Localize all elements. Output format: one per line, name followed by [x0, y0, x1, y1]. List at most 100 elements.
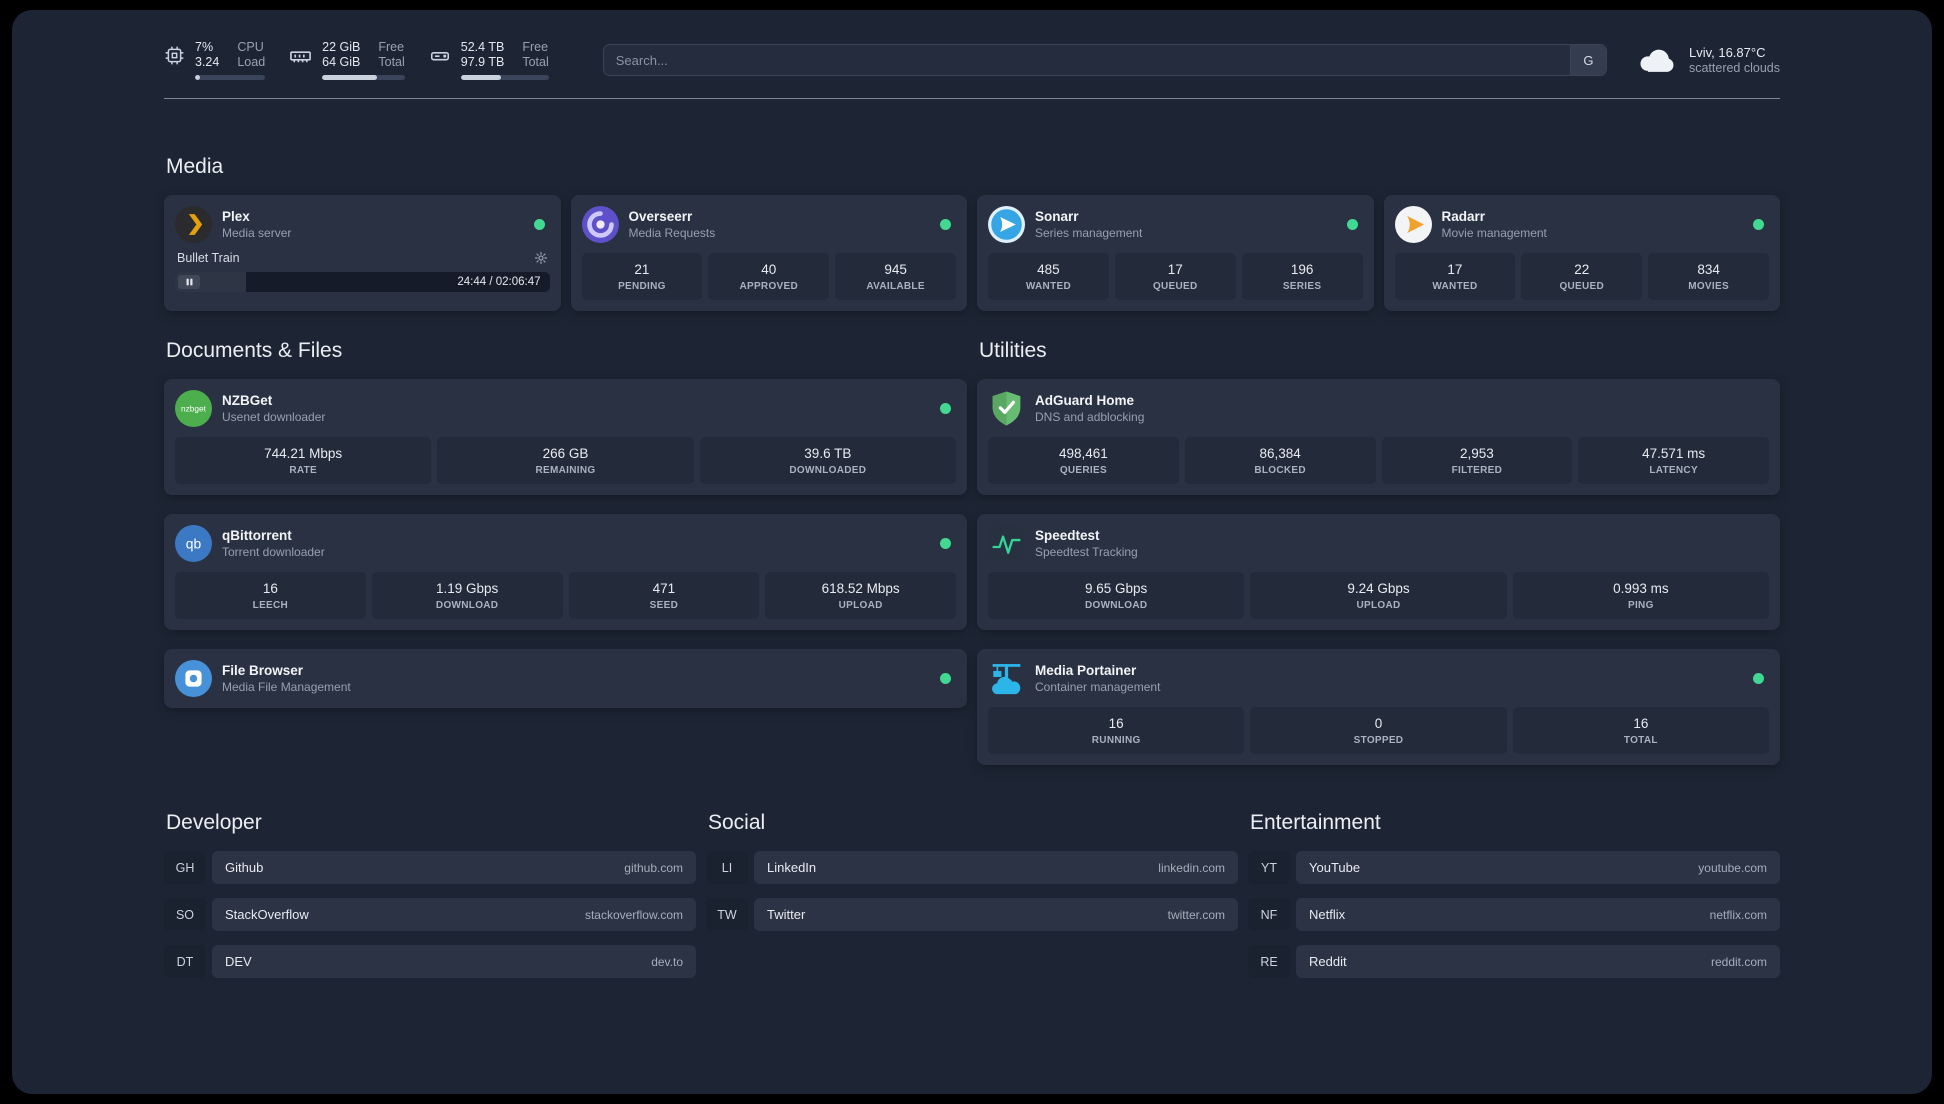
bookmark-abbr: SO — [164, 898, 206, 931]
status-dot — [1753, 219, 1764, 230]
plex-icon — [175, 206, 212, 243]
stat-ping: 0.993 ms PING — [1512, 572, 1769, 619]
gear-icon[interactable] — [534, 251, 548, 265]
nzbget-icon: nzbget — [175, 390, 212, 427]
service-name: Radarr — [1441, 209, 1486, 224]
stat-remaining: 266 GB REMAINING — [437, 437, 694, 484]
service-card-filebrowser[interactable]: File Browser Media File Management — [164, 649, 967, 708]
filebrowser-icon — [175, 660, 212, 697]
svg-text:qb: qb — [186, 536, 202, 552]
sonarr-icon — [988, 206, 1025, 243]
disk-total-label: Total — [522, 55, 549, 69]
cpu-load-label: Load — [237, 55, 266, 69]
cpu-progress-bar — [195, 75, 266, 80]
top-bar: 7% CPU 3.24 Load 22 GiB Free 64 GiB Tota… — [164, 40, 1780, 80]
stat-leech: 16 LEECH — [175, 572, 366, 619]
service-description: Usenet downloader — [222, 410, 326, 424]
cpu-load: 3.24 — [195, 55, 220, 69]
service-card-adguard[interactable]: AdGuard Home DNS and adblocking 498,461 Q… — [977, 379, 1780, 495]
bookmark-abbr: DT — [164, 945, 206, 978]
now-playing-title: Bullet Train — [177, 251, 240, 265]
bookmark-stackoverflow[interactable]: SO StackOverflow stackoverflow.com — [164, 898, 696, 931]
stat-download: 9.65 Gbps DOWNLOAD — [988, 572, 1245, 619]
service-card-plex[interactable]: Plex Media server Bullet Train — [164, 195, 561, 311]
memory-widget: 22 GiB Free 64 GiB Total — [289, 40, 405, 80]
pause-icon[interactable] — [178, 275, 200, 289]
bookmark-netflix[interactable]: NF Netflix netflix.com — [1248, 898, 1780, 931]
bookmark-youtube[interactable]: YT YouTube youtube.com — [1248, 851, 1780, 884]
service-description: Media Requests — [628, 226, 716, 240]
radarr-icon — [1394, 206, 1432, 243]
speedtest-icon — [988, 525, 1025, 562]
bookmark-github[interactable]: GH Github github.com — [164, 851, 696, 884]
status-dot — [940, 673, 951, 684]
topbar-divider — [164, 98, 1780, 99]
stat-available: 945 AVAILABLE — [835, 253, 956, 300]
stat-rate: 744.21 Mbps RATE — [175, 437, 432, 484]
stat-total: 16 TOTAL — [1512, 707, 1769, 754]
service-card-overseerr[interactable]: Overseerr Media Requests 21 PENDING 40 APP… — [570, 195, 967, 311]
bookmark-name: YouTube — [1309, 860, 1361, 875]
bookmark-twitter[interactable]: TW Twitter twitter.com — [706, 898, 1238, 931]
overseerr-icon — [581, 206, 619, 243]
service-card-sonarr[interactable]: Sonarr Series management 485 WANTED 17 QUE… — [977, 195, 1374, 311]
stat-queued: 22 QUEUED — [1521, 253, 1643, 300]
service-card-radarr[interactable]: Radarr Movie management 17 WANTED 22 QUEUE… — [1383, 195, 1780, 311]
playback-progress-bar[interactable]: 24:44 / 02:06:47 — [175, 272, 550, 292]
cpu-label: CPU — [237, 40, 264, 54]
memory-icon — [289, 45, 312, 68]
cpu-percent: 7% — [195, 40, 214, 54]
documents-column: Documents & Files nzbget NZBGet Usenet d… — [164, 339, 967, 708]
memory-progress-bar — [322, 75, 405, 80]
search-input[interactable] — [603, 45, 1570, 75]
stat-downloaded: 39.6 TB DOWNLOADED — [699, 437, 956, 484]
portainer-icon — [988, 660, 1025, 697]
cloud-icon — [1637, 45, 1677, 75]
service-card-portainer[interactable]: Media Portainer Container management 16 R… — [977, 649, 1780, 765]
bookmark-url: github.com — [624, 860, 683, 875]
stat-blocked: 86,384 BLOCKED — [1184, 437, 1376, 484]
section-title-documents: Documents & Files — [166, 339, 343, 362]
bookmark-dev[interactable]: DT DEV dev.to — [164, 945, 696, 978]
service-name: File Browser — [222, 663, 304, 678]
memory-total-label: Total — [378, 55, 405, 69]
stat-filtered: 2,953 FILTERED — [1381, 437, 1573, 484]
disk-icon — [429, 45, 451, 67]
bookmark-abbr: TW — [706, 898, 748, 931]
section-title-utilities: Utilities — [979, 339, 1047, 362]
stat-movies: 834 MOVIES — [1648, 253, 1769, 300]
stat-queries: 498,461 QUERIES — [988, 437, 1179, 484]
stat-series: 196 SERIES — [1241, 253, 1363, 300]
stat-stopped: 0 STOPPED — [1250, 707, 1507, 754]
bookmark-reddit[interactable]: RE Reddit reddit.com — [1248, 945, 1780, 978]
bookmark-abbr: LI — [706, 851, 748, 884]
service-description: Movie management — [1441, 226, 1547, 240]
status-dot — [1346, 219, 1358, 230]
adguard-icon — [988, 390, 1025, 427]
disk-free-label: Free — [522, 40, 549, 54]
bookmark-url: twitter.com — [1167, 907, 1225, 922]
svg-text:nzbget: nzbget — [181, 404, 207, 414]
cpu-icon — [164, 45, 185, 66]
bookmark-linkedin[interactable]: LI LinkedIn linkedin.com — [706, 851, 1238, 884]
service-card-qbittorrent[interactable]: qb qBittorrent Torrent downloader 16 LEEC… — [164, 514, 967, 630]
section-title-developer: Developer — [166, 811, 262, 834]
bookmark-url: stackoverflow.com — [584, 907, 683, 922]
service-name: qBittorrent — [222, 528, 292, 543]
stat-running: 16 RUNNING — [988, 707, 1245, 754]
section-title-media: Media — [166, 155, 224, 178]
status-dot — [940, 219, 951, 230]
service-name: Overseerr — [628, 209, 693, 224]
playback-time: 24:44 / 02:06:47 — [457, 276, 541, 288]
stat-download: 1.19 Gbps DOWNLOAD — [371, 572, 563, 619]
bookmark-abbr: GH — [164, 851, 206, 884]
media-card-grid: Plex Media server Bullet Train — [164, 195, 1780, 311]
qbittorrent-icon: qb — [175, 525, 212, 562]
search-provider-button[interactable]: G — [1569, 45, 1606, 75]
service-card-nzbget[interactable]: nzbget NZBGet Usenet downloader 744.21 M… — [164, 379, 967, 495]
service-name: NZBGet — [222, 393, 273, 408]
bookmark-name: Twitter — [767, 907, 806, 922]
stat-latency: 47.571 ms LATENCY — [1578, 437, 1769, 484]
weather-widget: Lviv, 16.87°C scattered clouds — [1637, 45, 1780, 75]
service-card-speedtest[interactable]: Speedtest Speedtest Tracking 9.65 Gbps DO… — [977, 514, 1780, 630]
